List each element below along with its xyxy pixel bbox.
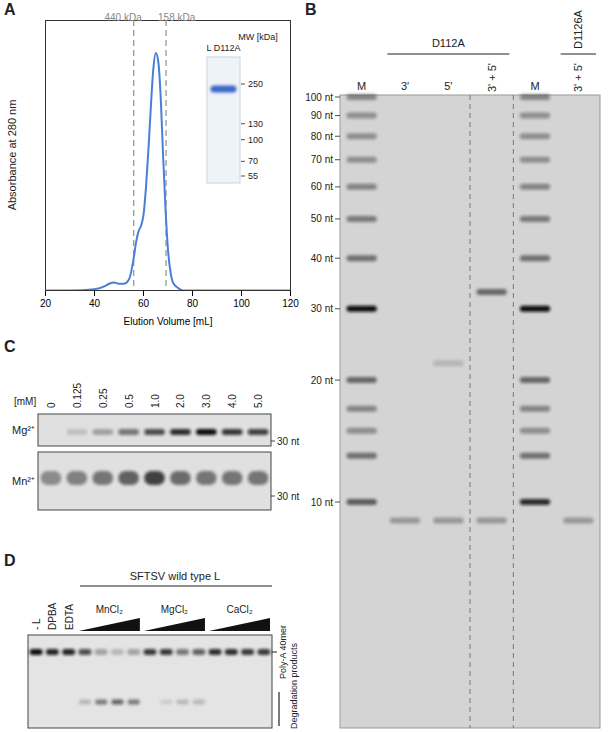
svg-text:40: 40 (89, 298, 101, 309)
svg-text:0: 0 (46, 402, 57, 408)
svg-text:3' + 5': 3' + 5' (486, 63, 498, 92)
svg-text:Degradation products: Degradation products (289, 642, 299, 729)
svg-text:0.125: 0.125 (72, 383, 83, 408)
svg-text:80 nt: 80 nt (311, 131, 333, 142)
svg-text:MW [kDa]: MW [kDa] (238, 32, 278, 42)
svg-text:3.0: 3.0 (201, 394, 212, 408)
svg-text:3': 3' (401, 80, 409, 92)
svg-text:250: 250 (248, 79, 263, 89)
svg-text:100 nt: 100 nt (305, 92, 333, 103)
svg-text:SFTSV wild type L: SFTSV wild type L (130, 570, 220, 582)
svg-text:0.25: 0.25 (98, 388, 109, 408)
svg-text:Mn²⁺: Mn²⁺ (12, 475, 35, 487)
svg-text:0.5: 0.5 (124, 394, 135, 408)
svg-text:- L: - L (31, 618, 42, 630)
svg-text:A: A (4, 1, 16, 18)
svg-text:Poly-A 40mer: Poly-A 40mer (278, 625, 288, 679)
svg-text:1.0: 1.0 (150, 394, 161, 408)
svg-text:EDTA: EDTA (64, 604, 75, 630)
svg-text:CaCl₂: CaCl₂ (226, 604, 252, 615)
svg-text:M: M (530, 80, 539, 92)
svg-text:Mg²⁺: Mg²⁺ (12, 424, 35, 436)
svg-text:5.0: 5.0 (253, 394, 264, 408)
svg-text:80: 80 (187, 298, 199, 309)
svg-text:440 kDa: 440 kDa (104, 12, 142, 23)
svg-text:120: 120 (282, 298, 299, 309)
svg-text:100: 100 (233, 298, 250, 309)
svg-text:5': 5' (444, 80, 452, 92)
svg-text:DPBA: DPBA (47, 602, 58, 630)
svg-text:50 nt: 50 nt (311, 213, 333, 224)
svg-text:B: B (305, 1, 317, 18)
svg-text:70 nt: 70 nt (311, 154, 333, 165)
svg-text:100: 100 (248, 135, 263, 145)
svg-text:70: 70 (248, 156, 258, 166)
svg-text:Absorbance at 280 nm: Absorbance at 280 nm (6, 100, 18, 211)
svg-text:MnCl₂: MnCl₂ (96, 604, 123, 615)
svg-text:C: C (4, 338, 16, 355)
svg-text:D112A: D112A (432, 37, 465, 49)
svg-text:30 nt: 30 nt (277, 436, 299, 447)
svg-text:10 nt: 10 nt (311, 497, 333, 508)
svg-text:55: 55 (248, 171, 258, 181)
svg-text:30 nt: 30 nt (311, 303, 333, 314)
svg-text:2.0: 2.0 (175, 394, 186, 408)
svg-text:L D112A: L D112A (206, 43, 240, 53)
svg-text:M: M (357, 80, 366, 92)
svg-text:D: D (4, 552, 16, 569)
svg-text:20 nt: 20 nt (311, 375, 333, 386)
svg-text:[mM]: [mM] (14, 396, 36, 407)
svg-text:90 nt: 90 nt (311, 110, 333, 121)
svg-text:60: 60 (138, 298, 150, 309)
svg-text:30 nt: 30 nt (277, 491, 299, 502)
svg-text:20: 20 (40, 298, 52, 309)
svg-text:4.0: 4.0 (227, 394, 238, 408)
svg-text:60 nt: 60 nt (311, 181, 333, 192)
svg-text:MgCl₂: MgCl₂ (161, 604, 188, 615)
svg-text:Elution Volume [mL]: Elution Volume [mL] (124, 316, 213, 327)
svg-text:40 nt: 40 nt (311, 253, 333, 264)
svg-text:158 kDa: 158 kDa (158, 12, 196, 23)
svg-text:3' + 5': 3' + 5' (572, 63, 584, 92)
svg-text:130: 130 (248, 119, 263, 129)
svg-text:D1126A: D1126A (572, 9, 584, 49)
